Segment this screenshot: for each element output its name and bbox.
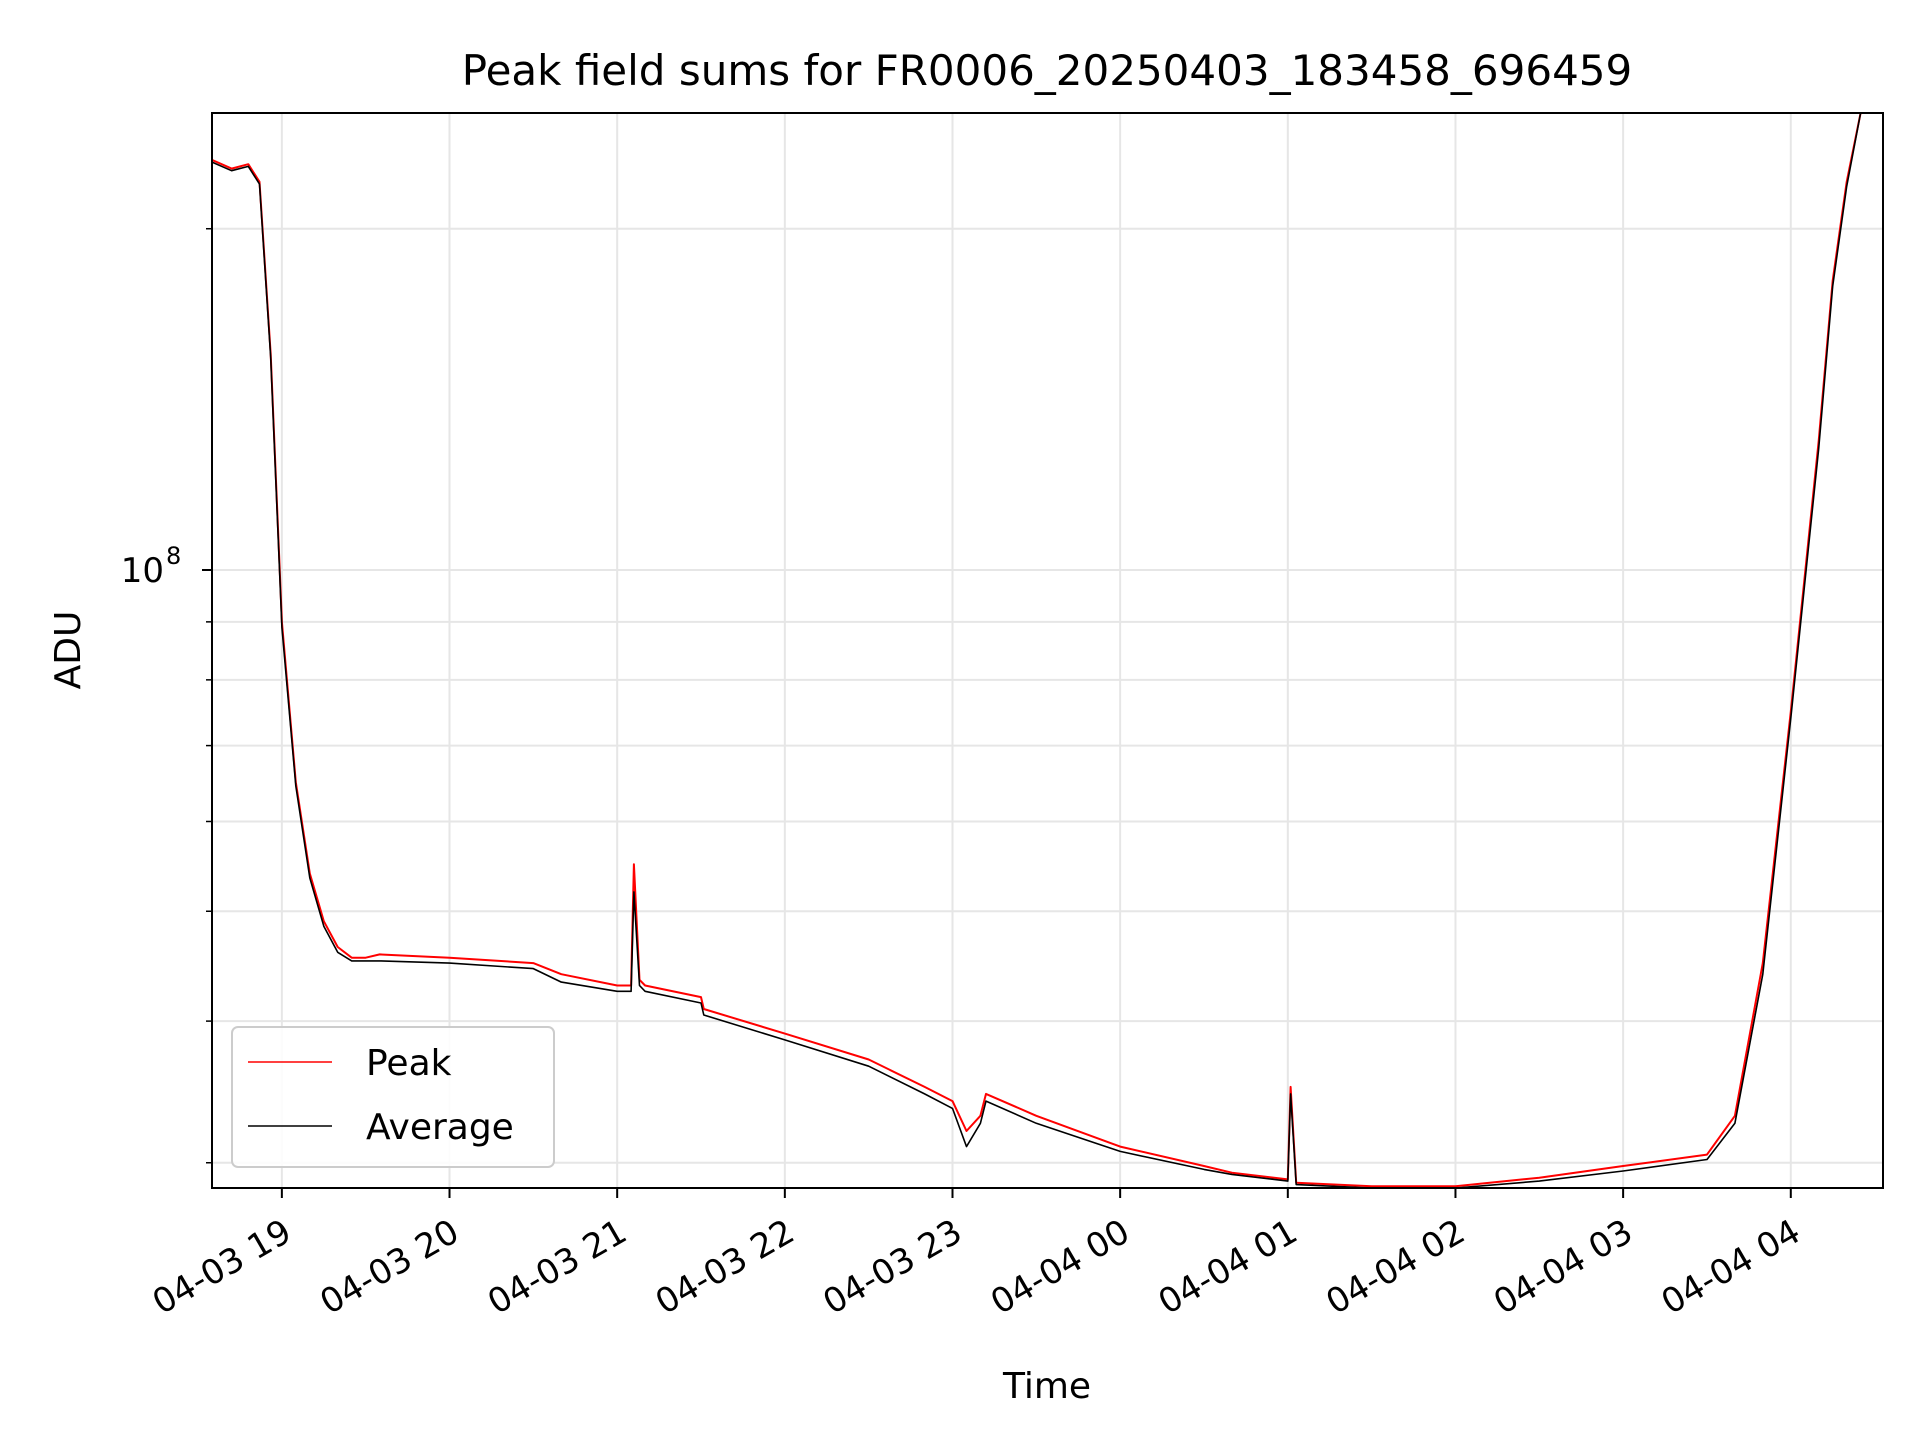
- y-axis-label: ADU: [48, 611, 89, 690]
- y-tick-label-base: 10: [121, 551, 164, 591]
- series-layer: [212, 113, 1883, 1188]
- y-axis-ticks: 10 8: [121, 227, 212, 1164]
- legend: Peak Average: [231, 1026, 555, 1168]
- legend-label-peak: Peak: [366, 1043, 452, 1084]
- plot-frame: [211, 112, 1884, 1189]
- series-line-peak: [212, 113, 1883, 1188]
- x-axis-label: Time: [1002, 1366, 1091, 1407]
- y-tick-label-exponent: 8: [166, 542, 181, 570]
- chart-title: Peak field sums for FR0006_20250403_1834…: [462, 46, 1632, 95]
- legend-label-average: Average: [366, 1107, 514, 1148]
- series-line-average: [212, 113, 1883, 1188]
